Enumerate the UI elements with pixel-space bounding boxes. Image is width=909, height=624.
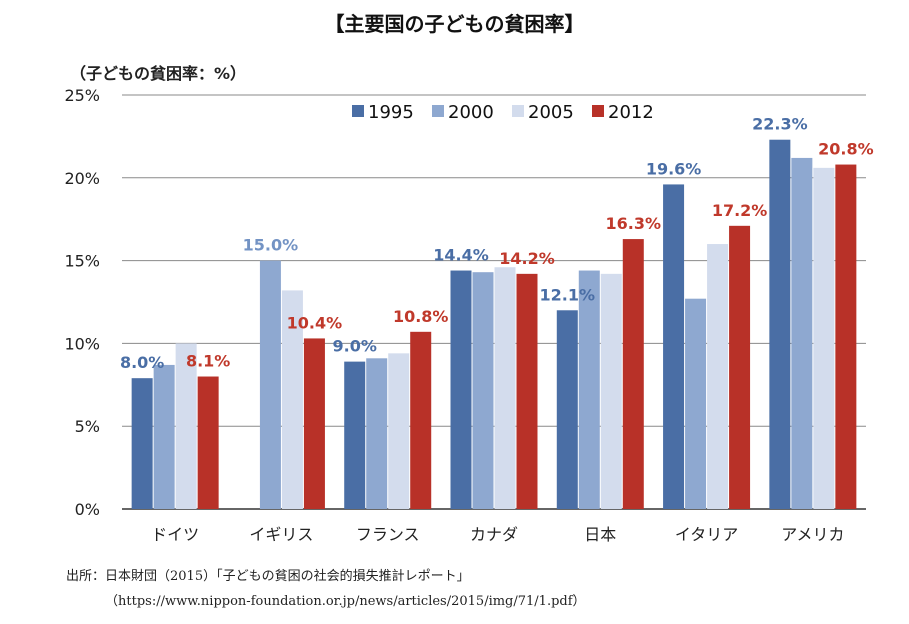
legend: 1995 2000 2005 2012	[352, 102, 654, 123]
data-label: 10.4%	[287, 313, 343, 332]
bar	[303, 338, 325, 509]
x-tick-label: イギリス	[249, 525, 313, 544]
data-label: 9.0%	[333, 337, 377, 356]
legend-swatch	[592, 105, 604, 117]
legend-label: 2000	[448, 102, 494, 123]
bar	[663, 184, 685, 509]
y-tick-label: 10%	[64, 334, 100, 353]
y-axis-ticks: 0% 5% 10% 15% 20% 25%	[64, 86, 100, 519]
bar	[153, 364, 175, 509]
unit-label: （子どもの貧困率：%）	[70, 64, 247, 83]
x-tick-label: カナダ	[470, 525, 518, 544]
chart-title: 【主要国の子どもの貧困率】	[324, 12, 585, 36]
grid-lines	[122, 94, 866, 510]
source-url: （https://www.nippon-foundation.or.jp/new…	[105, 594, 586, 609]
data-label: 17.2%	[712, 201, 768, 220]
legend-swatch	[512, 105, 524, 117]
data-label: 16.3%	[606, 214, 662, 233]
bar	[556, 310, 578, 509]
bar	[600, 273, 622, 509]
data-label: 12.1%	[540, 285, 596, 304]
data-label: 8.1%	[186, 352, 230, 371]
bar	[494, 267, 516, 509]
bar	[578, 270, 600, 509]
legend-label: 2012	[608, 102, 654, 123]
bar	[388, 353, 410, 509]
data-label: 22.3%	[752, 115, 808, 134]
x-tick-label: イタリア	[675, 525, 738, 544]
legend-swatch	[432, 105, 444, 117]
bar	[685, 298, 707, 509]
x-tick-label: 日本	[584, 525, 616, 544]
legend-label: 1995	[368, 102, 414, 123]
bar	[197, 376, 219, 509]
y-tick-label: 20%	[64, 169, 100, 188]
data-label: 14.2%	[499, 249, 555, 268]
y-tick-label: 5%	[75, 417, 100, 436]
bar	[344, 361, 366, 509]
bar	[450, 270, 472, 509]
bar	[410, 331, 432, 509]
bar	[813, 167, 835, 509]
data-label: 8.0%	[120, 353, 164, 372]
data-labels: 8.0% 8.1% 15.0% 10.4% 9.0% 10.8% 14.4% 14.2% 12.…	[120, 115, 874, 372]
bar	[366, 358, 388, 509]
bar	[281, 290, 303, 509]
data-label: 15.0%	[243, 236, 299, 255]
x-tick-label: ドイツ	[151, 525, 199, 544]
data-label: 10.8%	[393, 307, 449, 326]
x-tick-label: フランス	[356, 525, 420, 544]
y-tick-label: 25%	[64, 86, 100, 105]
bar	[622, 239, 644, 509]
x-axis-ticks: ドイツ イギリス フランス カナダ 日本 イタリア アメリカ	[151, 525, 844, 544]
bar	[835, 164, 857, 509]
bar	[131, 378, 153, 509]
bars	[131, 139, 857, 510]
y-tick-label: 15%	[64, 252, 100, 271]
bar	[175, 343, 197, 509]
bar	[259, 260, 281, 509]
bar	[516, 273, 538, 509]
bar	[729, 225, 751, 509]
data-label: 19.6%	[646, 159, 702, 178]
x-tick-label: アメリカ	[781, 525, 844, 544]
legend-swatch	[352, 105, 364, 117]
bar	[707, 244, 729, 510]
y-tick-label: 0%	[75, 500, 100, 519]
legend-label: 2005	[528, 102, 574, 123]
data-label: 14.4%	[433, 246, 489, 265]
bar	[472, 272, 494, 509]
data-label: 20.8%	[818, 140, 874, 159]
source-citation: 出所：日本財団（2015）「子どもの貧困の社会的損失推計レポート」	[66, 569, 470, 584]
bar	[769, 139, 791, 509]
bar	[791, 157, 813, 510]
